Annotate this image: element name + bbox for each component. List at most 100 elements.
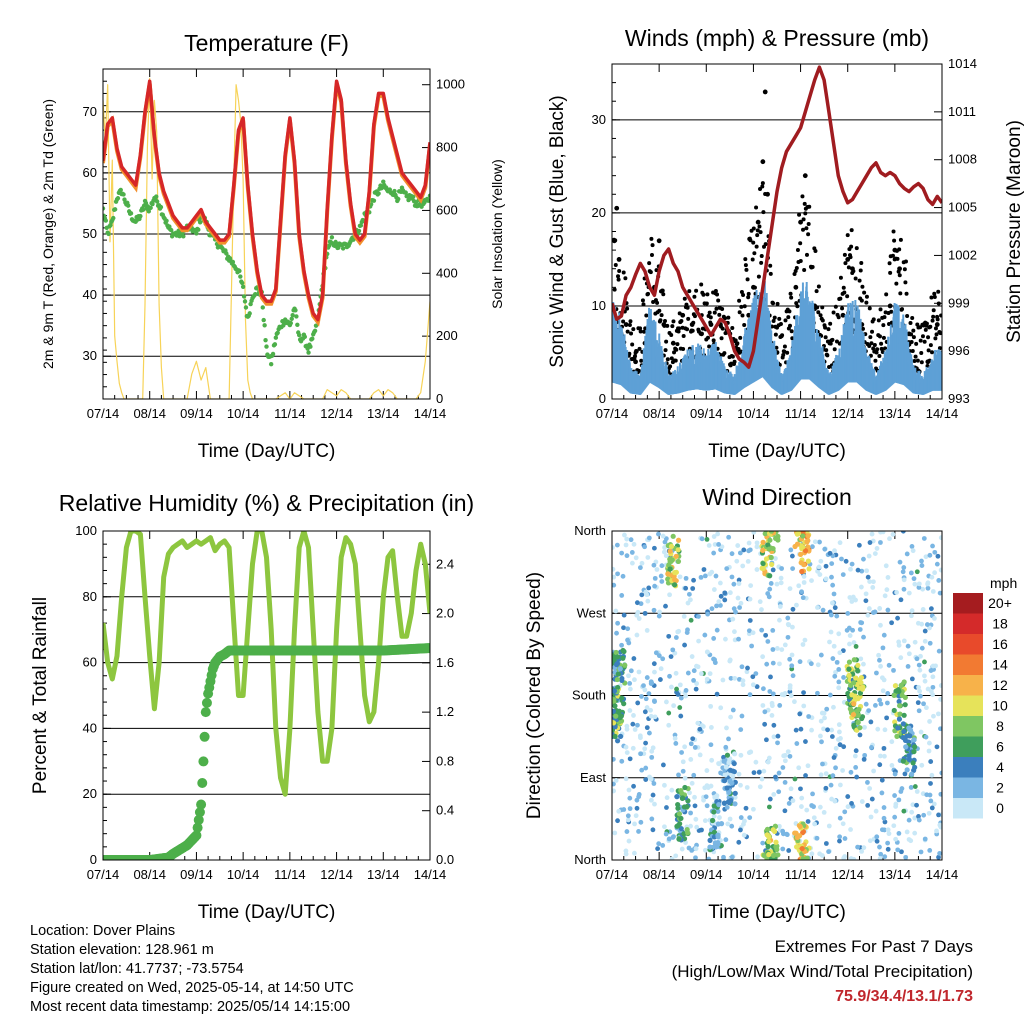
point-direction: [911, 576, 917, 582]
legend-label: 16: [992, 636, 1008, 652]
point-direction: [885, 840, 891, 846]
point-gust: [641, 302, 646, 307]
point-direction-cluster: [799, 568, 805, 575]
point-gust: [931, 314, 936, 319]
x-tick-label: 09/14: [690, 867, 723, 882]
point-direction-cluster: [707, 844, 713, 850]
point-td2m: [111, 215, 116, 221]
point-gust: [922, 339, 927, 344]
point-direction: [845, 804, 851, 810]
point-td2m: [169, 227, 174, 233]
point-td2m: [396, 196, 401, 202]
y-right-tick-label: 993: [948, 391, 970, 406]
point-direction: [682, 744, 688, 750]
point-direction: [667, 592, 672, 598]
point-td2m: [273, 335, 279, 340]
point-direction: [885, 827, 891, 833]
point-gust: [623, 276, 628, 281]
legend-swatch: [953, 716, 983, 737]
point-direction: [936, 711, 941, 717]
point-direction: [914, 569, 920, 575]
point-direction: [801, 703, 807, 709]
point-direction: [716, 542, 722, 547]
point-direction-cluster: [615, 671, 621, 677]
point-direction-cluster: [846, 659, 853, 665]
point-direction: [779, 692, 785, 697]
point-direction: [627, 795, 633, 801]
point-direction-cluster: [805, 533, 811, 539]
point-direction: [699, 723, 705, 728]
point-direction: [927, 552, 933, 558]
point-direction: [918, 849, 924, 855]
point-gust: [834, 339, 839, 344]
point-direction-cluster: [673, 553, 679, 559]
point-direction: [903, 854, 909, 860]
figure-created: Figure created on Wed, 2025-05-14, at 14…: [30, 980, 354, 996]
point-direction-cluster: [797, 551, 804, 558]
point-direction: [701, 567, 707, 572]
point-direction: [738, 752, 744, 758]
point-direction-cluster: [620, 647, 626, 654]
point-direction: [801, 580, 807, 585]
point-direction: [644, 705, 650, 710]
point-direction: [639, 592, 645, 598]
point-direction: [666, 836, 672, 842]
point-direction: [806, 714, 812, 719]
point-direction-cluster: [896, 688, 902, 695]
point-direction-cluster: [859, 686, 866, 692]
point-direction-cluster: [855, 662, 861, 668]
point-direction: [925, 581, 930, 587]
point-direction-cluster: [896, 703, 903, 709]
point-direction: [822, 715, 827, 721]
point-direction: [874, 834, 880, 840]
point-td2m: [356, 228, 362, 234]
point-direction: [637, 565, 643, 571]
point-direction-cluster: [857, 690, 864, 696]
y-tick-label: 0: [599, 391, 606, 406]
point-direction: [805, 763, 811, 769]
point-direction: [887, 536, 892, 542]
point-direction-cluster: [904, 767, 910, 773]
point-direction: [923, 705, 929, 711]
y-right-tick-label: 1002: [948, 247, 977, 262]
point-gust: [665, 323, 670, 328]
point-direction: [627, 680, 633, 686]
point-direction: [642, 709, 648, 715]
point-direction: [777, 703, 783, 708]
point-direction: [691, 678, 696, 683]
point-direction: [713, 573, 719, 579]
point-td2m: [197, 220, 203, 225]
x-tick-label: 07/14: [87, 867, 120, 882]
point-direction: [827, 550, 833, 556]
point-gust: [804, 252, 809, 257]
point-direction: [901, 577, 907, 583]
point-direction: [662, 782, 667, 788]
point-direction-cluster: [898, 682, 904, 688]
point-direction: [679, 846, 685, 852]
point-direction: [809, 578, 814, 583]
point-direction: [760, 654, 766, 660]
point-gust: [705, 335, 710, 340]
point-direction: [722, 590, 728, 596]
point-direction: [934, 744, 940, 750]
point-gust: [746, 291, 751, 296]
point-td2m: [243, 305, 249, 310]
point-direction: [717, 580, 723, 586]
point-gust: [830, 337, 835, 342]
point-td2m: [275, 330, 280, 336]
point-direction: [871, 610, 876, 615]
point-gust: [739, 289, 744, 294]
point-direction: [908, 838, 914, 844]
point-td2m: [242, 299, 248, 304]
point-gust: [807, 204, 812, 209]
point-gust: [875, 347, 880, 352]
point-direction: [936, 854, 941, 860]
point-direction: [833, 765, 838, 771]
point-direction: [836, 631, 842, 637]
point-direction: [729, 574, 735, 580]
point-direction: [882, 819, 888, 825]
point-direction: [663, 831, 669, 837]
point-direction: [912, 830, 918, 836]
point-gust: [868, 335, 873, 340]
point-direction: [823, 563, 829, 569]
